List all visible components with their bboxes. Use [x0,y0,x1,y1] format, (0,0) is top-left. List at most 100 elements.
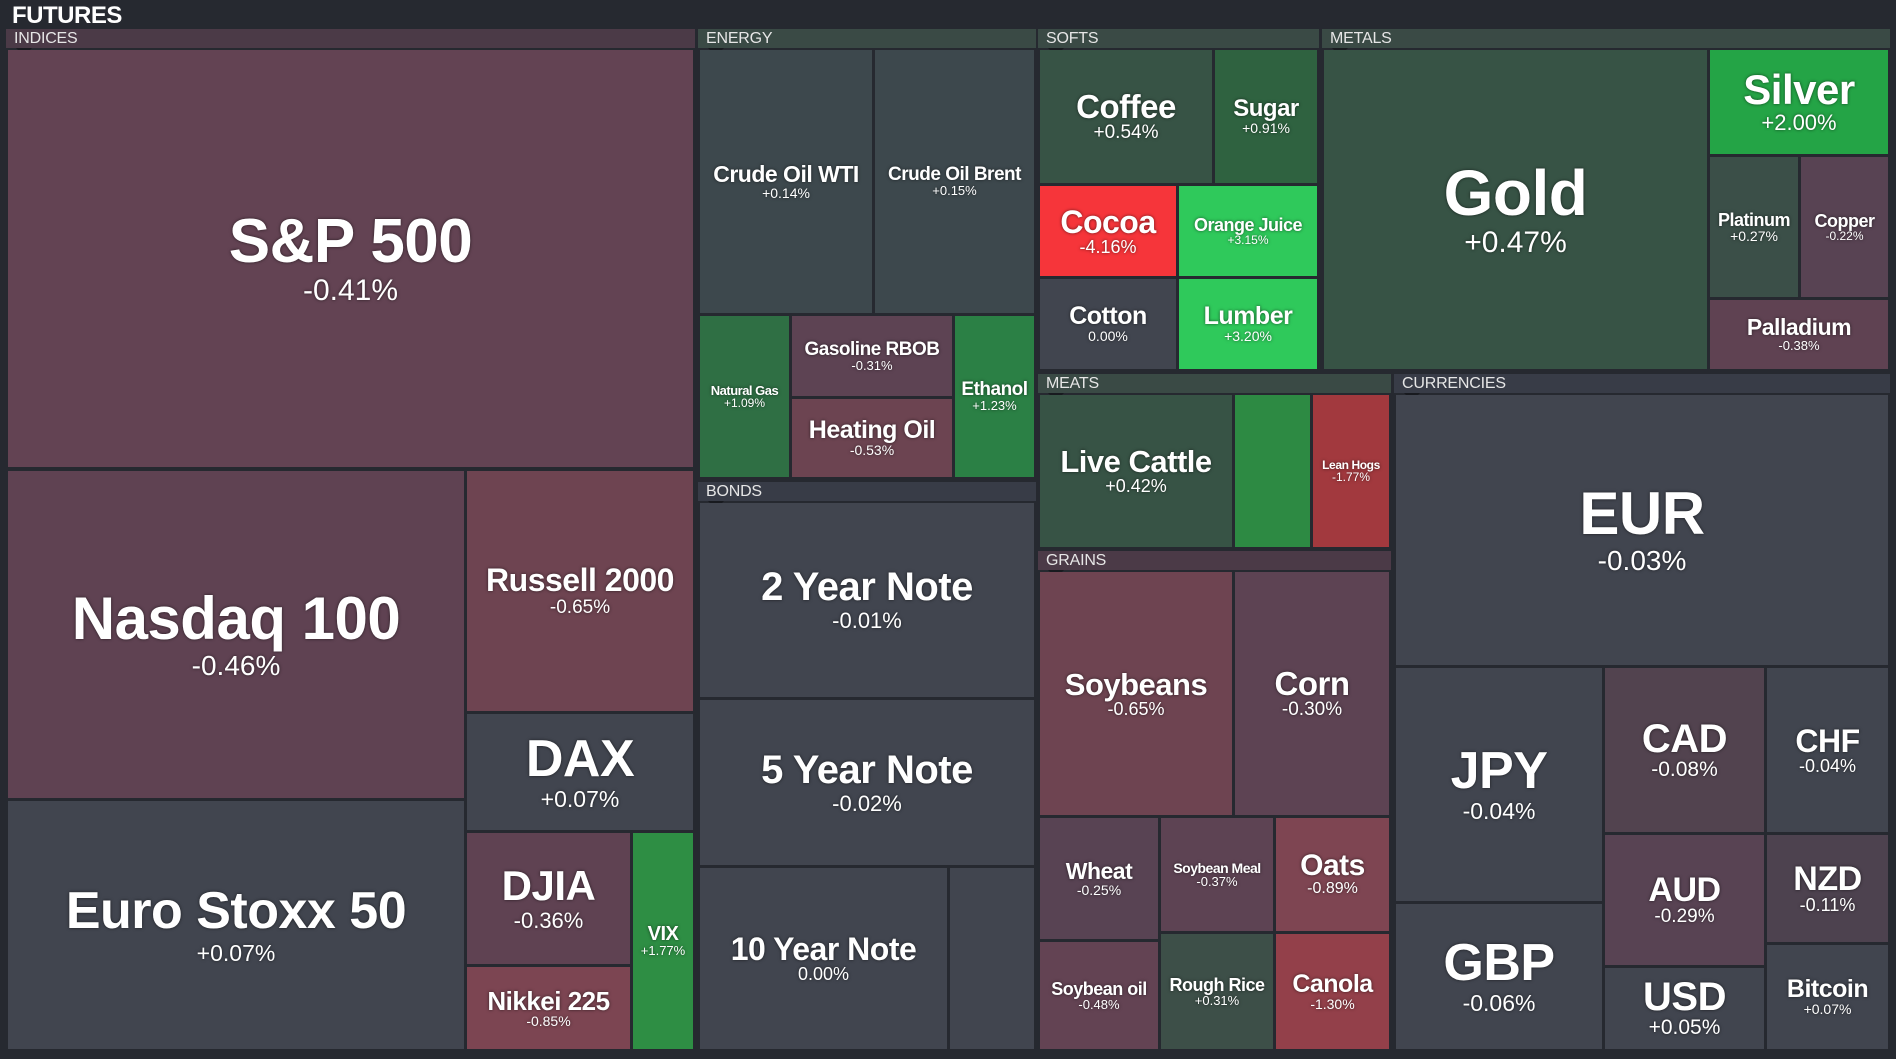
tile-copper[interactable]: Copper -0.22% [1801,157,1888,297]
tile-change: -0.08% [1651,757,1718,781]
tile-soybean-meal[interactable]: Soybean Meal -0.37% [1161,818,1273,931]
tile-sp500[interactable]: S&P 500 -0.41% [8,50,693,467]
tile-2y-note[interactable]: 2 Year Note -0.01% [700,503,1034,697]
tile-platinum[interactable]: Platinum +0.27% [1710,157,1798,297]
tile-change: -0.89% [1307,880,1358,898]
tile-name: NZD [1793,860,1862,899]
tile-usd[interactable]: USD +0.05% [1605,968,1764,1049]
tile-change: -1.30% [1310,995,1355,1012]
tile-nikkei225[interactable]: Nikkei 225 -0.85% [467,967,630,1049]
tile-lean-hogs[interactable]: Lean Hogs -1.77% [1313,395,1389,547]
tile-ethanol[interactable]: Ethanol +1.23% [955,316,1034,477]
group-header-metals[interactable]: METALS [1322,29,1890,56]
tile-vix[interactable]: VIX +1.77% [633,833,693,1049]
tile-change: +1.77% [640,943,686,959]
tile-bitcoin[interactable]: Bitcoin +0.07% [1767,945,1888,1049]
tile-name: Lean Hogs [1322,457,1380,472]
tile-change: -0.04% [1462,798,1536,825]
tile-canola[interactable]: Canola -1.30% [1276,934,1389,1049]
tile-change: +0.05% [1648,1016,1721,1040]
tile-jpy[interactable]: JPY -0.04% [1396,668,1602,901]
tile-name: Natural Gas [710,382,779,398]
tile-change: +0.47% [1464,225,1567,259]
tile-orange-juice[interactable]: Orange Juice +3.15% [1179,186,1317,276]
tile-name: 10 Year Note [730,931,917,968]
tile-name: CHF [1795,722,1860,759]
group-header-meats[interactable]: MEATS [1038,374,1391,401]
tile-palladium[interactable]: Palladium -0.38% [1710,300,1888,369]
tile-name: Bitcoin [1786,975,1869,1004]
tile-change: +1.23% [972,398,1017,414]
tile-soybeans[interactable]: Soybeans -0.65% [1040,572,1232,815]
tile-name: Platinum [1717,209,1791,230]
tile-name: Gold [1443,156,1588,229]
group-header-softs[interactable]: SOFTS [1038,29,1319,56]
tile-name: CAD [1641,716,1728,761]
tile-gold[interactable]: Gold +0.47% [1324,50,1707,369]
tile-wheat[interactable]: Wheat -0.25% [1040,818,1158,939]
tile-eurostoxx50[interactable]: Euro Stoxx 50 +0.07% [8,801,464,1049]
tile-name: Heating Oil [808,416,936,445]
tile-bond-unlabeled[interactable] [950,868,1034,1049]
tile-10y-note[interactable]: 10 Year Note 0.00% [700,868,947,1049]
tile-coffee[interactable]: Coffee +0.54% [1040,50,1212,183]
tile-gbp[interactable]: GBP -0.06% [1396,904,1602,1049]
tile-eur[interactable]: EUR -0.03% [1396,395,1888,665]
tile-chf[interactable]: CHF -0.04% [1767,668,1888,832]
tile-change: -0.48% [1078,996,1120,1012]
tile-soybean-oil[interactable]: Soybean oil -0.48% [1040,942,1158,1049]
group-header-energy[interactable]: ENERGY [698,29,1036,56]
group-label: MEATS [1046,375,1099,392]
tile-meats-unlabeled[interactable] [1235,395,1310,547]
tile-name: DAX [525,729,635,788]
tile-dax[interactable]: DAX +0.07% [467,714,693,830]
tile-silver[interactable]: Silver +2.00% [1710,50,1888,154]
tile-sugar[interactable]: Sugar +0.91% [1215,50,1317,183]
tile-live-cattle[interactable]: Live Cattle +0.42% [1040,395,1232,547]
tile-rough-rice[interactable]: Rough Rice +0.31% [1161,934,1273,1049]
tile-russell2000[interactable]: Russell 2000 -0.65% [467,471,693,711]
tile-change: +3.15% [1227,232,1269,247]
group-header-currencies[interactable]: CURRENCIES [1394,374,1890,401]
group-label: ENERGY [706,30,773,47]
tile-crude-wti[interactable]: Crude Oil WTI +0.14% [700,50,872,313]
tile-change: -0.29% [1654,906,1715,928]
tile-name: USD [1643,975,1726,1020]
tile-change: 0.00% [1088,328,1128,345]
tile-change: +0.91% [1242,120,1290,137]
tile-change: +0.14% [762,184,810,201]
tile-change: -0.36% [513,907,584,933]
tile-heating-oil[interactable]: Heating Oil -0.53% [792,399,952,477]
tile-cocoa[interactable]: Cocoa -4.16% [1040,186,1176,276]
group-header-grains[interactable]: GRAINS [1038,551,1391,578]
tile-nasdaq100[interactable]: Nasdaq 100 -0.46% [8,471,464,798]
tile-cotton[interactable]: Cotton 0.00% [1040,279,1176,369]
tile-natural-gas[interactable]: Natural Gas +1.09% [700,316,789,477]
tile-change: -0.01% [832,608,902,634]
tile-name: Sugar [1233,95,1299,123]
group-header-indices[interactable]: INDICES [6,29,695,56]
tile-corn[interactable]: Corn -0.30% [1235,572,1389,815]
tile-djia[interactable]: DJIA -0.36% [467,833,630,964]
group-header-bonds[interactable]: BONDS [698,482,1036,509]
tile-name: Copper [1814,210,1876,231]
tile-name: Soybean oil [1051,978,1147,999]
tile-change: -0.22% [1825,228,1864,243]
tile-aud[interactable]: AUD -0.29% [1605,835,1764,965]
tile-crude-brent[interactable]: Crude Oil Brent +0.15% [875,50,1034,313]
tile-change: +2.00% [1761,110,1837,136]
tile-5y-note[interactable]: 5 Year Note -0.02% [700,700,1034,865]
tile-oats[interactable]: Oats -0.89% [1276,818,1389,931]
tile-lumber[interactable]: Lumber +3.20% [1179,279,1317,369]
tile-nzd[interactable]: NZD -0.11% [1767,835,1888,942]
tile-gasoline-rbob[interactable]: Gasoline RBOB -0.31% [792,316,952,396]
tile-name: Lumber [1203,302,1293,331]
group-label: CURRENCIES [1402,375,1506,392]
tile-cad[interactable]: CAD -0.08% [1605,668,1764,832]
tile-name: Euro Stoxx 50 [65,881,407,940]
tile-change: -0.37% [1196,873,1238,889]
tile-name: GBP [1443,934,1555,993]
tile-name: EUR [1579,480,1705,548]
tile-change: -0.41% [302,273,399,307]
tile-name: Ethanol [961,379,1028,401]
